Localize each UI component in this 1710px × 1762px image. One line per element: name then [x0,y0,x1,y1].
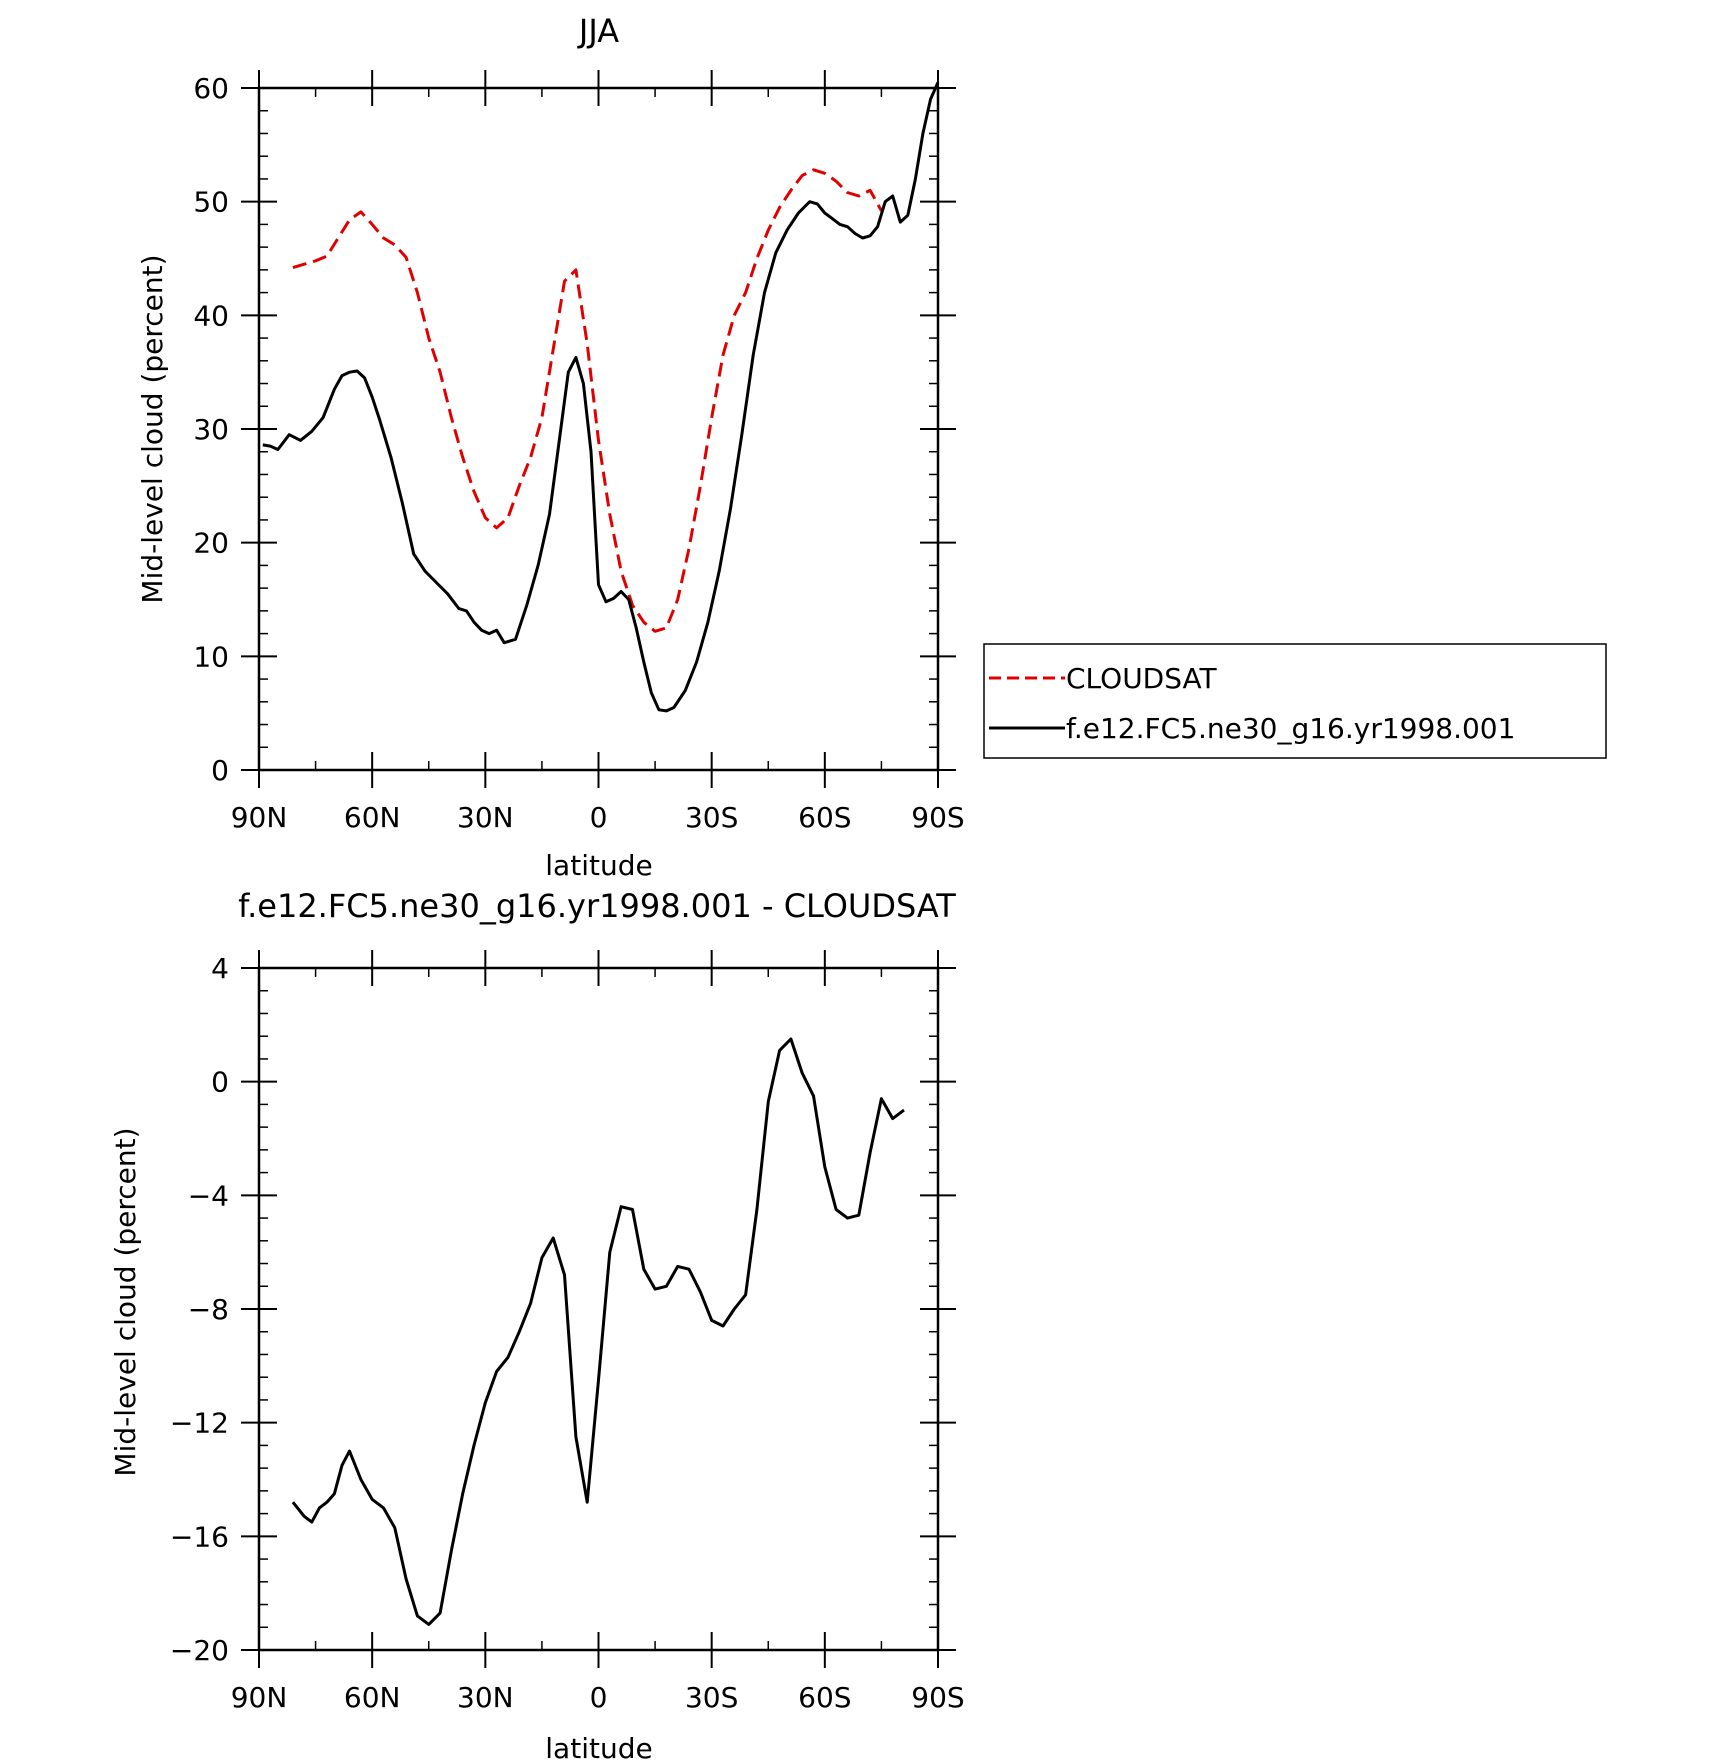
bottom-panel-y-axis-label: Mid-level cloud (percent) [109,1127,142,1476]
y-tick-label: 20 [193,527,229,560]
x-tick-label: 90S [911,801,964,834]
y-tick-label: 0 [211,1066,229,1099]
bottom-panel: f.e12.FC5.ne30_g16.yr1998.001 - CLOUDSAT… [109,887,965,1762]
x-tick-label: 30S [685,801,738,834]
top-panel-series-line-cloudsat [292,168,883,633]
x-tick-label: 90N [231,801,288,834]
top-panel-y-axis-label: Mid-level cloud (percent) [136,254,169,603]
top-panel-x-axis-label: latitude [545,849,652,882]
legend-label-cloudsat: CLOUDSAT [1066,662,1218,695]
y-tick-label: 50 [193,186,229,219]
y-tick-label: −12 [170,1407,229,1440]
x-tick-label: 90N [231,1681,288,1714]
x-tick-label: 30N [457,801,514,834]
x-tick-label: 0 [590,801,608,834]
top-panel-title: JJA [577,12,619,50]
top-panel-ticks [241,70,956,788]
bottom-panel-x-tick-labels: 90N 60N 30N 0 30S 60S 90S [231,1681,965,1714]
y-tick-label: 10 [193,640,229,673]
x-tick-label: 60N [344,801,401,834]
x-tick-label: 30N [457,1681,514,1714]
top-panel: JJA 90N 60N 30N 0 30S 60S 90S 0 10 20 30 40 50 60 la… [136,12,965,882]
x-tick-label: 60S [798,1681,851,1714]
top-panel-frame [257,86,940,772]
y-tick-label: −4 [188,1179,229,1212]
bottom-panel-series-layer [291,1037,905,1626]
y-tick-label: 40 [193,299,229,332]
bottom-panel-series-line-difference [291,1037,905,1626]
x-tick-label: 90S [911,1681,964,1714]
bottom-panel-ticks [241,950,956,1668]
legend: CLOUDSAT f.e12.FC5.ne30_g16.yr1998.001 [983,643,1607,759]
legend-box [983,643,1607,759]
top-panel-series-layer [262,81,940,713]
top-panel-y-tick-labels: 0 10 20 30 40 50 60 [193,72,229,787]
bottom-panel-x-axis-label: latitude [545,1732,652,1762]
top-panel-series-line-f-e12-fc5-ne30-g16-yr1998-001 [262,81,940,713]
x-tick-label: 60S [798,801,851,834]
top-panel-x-tick-labels: 90N 60N 30N 0 30S 60S 90S [231,801,965,834]
bottom-panel-frame [257,966,940,1652]
y-tick-label: 30 [193,413,229,446]
y-tick-label: 4 [211,952,229,985]
x-tick-label: 60N [344,1681,401,1714]
y-tick-label: −20 [170,1634,229,1667]
bottom-panel-y-tick-labels: −20 −16 −12 −8 −4 0 4 [170,952,229,1667]
bottom-panel-title: f.e12.FC5.ne30_g16.yr1998.001 - CLOUDSAT [238,887,956,925]
x-tick-label: 0 [590,1681,608,1714]
x-tick-label: 30S [685,1681,738,1714]
legend-label-model: f.e12.FC5.ne30_g16.yr1998.001 [1066,712,1515,745]
y-tick-label: −16 [170,1520,229,1553]
y-tick-label: −8 [188,1293,229,1326]
y-tick-label: 0 [211,754,229,787]
y-tick-label: 60 [193,72,229,105]
